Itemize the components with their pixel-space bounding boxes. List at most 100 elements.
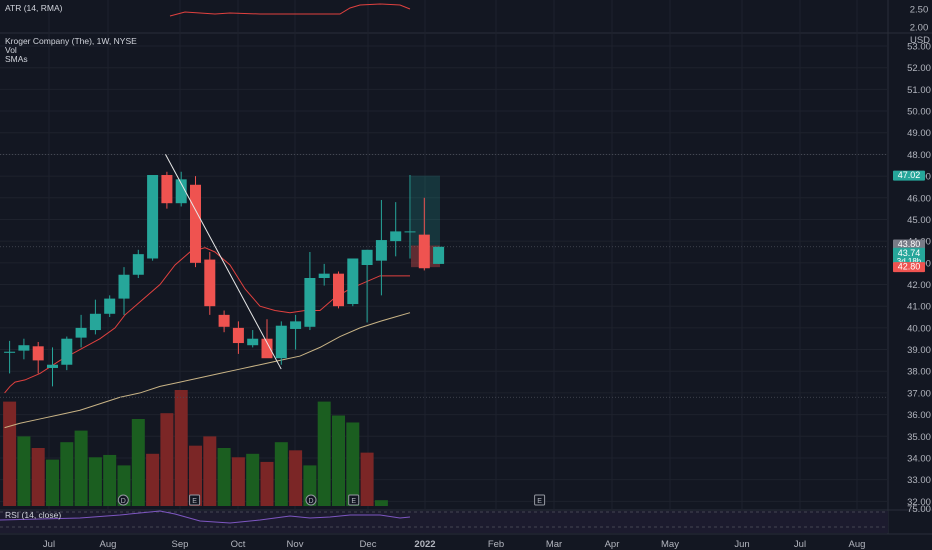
candle-body xyxy=(404,231,416,233)
price-tick-label: 53.00 xyxy=(907,42,931,53)
sma-slow-line xyxy=(4,312,411,429)
volume-bar xyxy=(260,461,274,506)
atr-tick-label: 2.50 xyxy=(910,5,929,16)
position-target-zone xyxy=(411,175,440,246)
bar-countdown: 3d 18h xyxy=(897,257,921,266)
candle-body xyxy=(161,175,173,204)
time-axis[interactable]: Jul Aug Sep Oct Nov Dec 2022 Feb Mar Apr May Jun Jul… xyxy=(43,539,866,550)
candle-body xyxy=(75,327,87,338)
time-tick-label: Jun xyxy=(734,539,749,550)
rsi-line xyxy=(0,510,411,524)
candle-body xyxy=(132,254,144,275)
candle-body xyxy=(275,325,287,359)
volume-bar xyxy=(231,457,245,506)
candle-body xyxy=(190,184,201,263)
price-tick-label: 33.00 xyxy=(907,475,931,486)
candle-body xyxy=(4,351,16,353)
atr-tick-label: 2.00 xyxy=(910,23,929,34)
volume-bar xyxy=(146,453,160,506)
atr-legend[interactable]: ATR (14, RMA) xyxy=(5,3,63,13)
entry-price-label: 43.80 xyxy=(898,239,921,249)
candle-body xyxy=(333,273,344,307)
candles[interactable] xyxy=(4,171,445,387)
vol-legend[interactable]: Vol xyxy=(5,45,17,55)
event-marker-label: D xyxy=(308,498,313,505)
volume-bar xyxy=(131,419,145,506)
volume-bar xyxy=(317,401,331,506)
trend-line xyxy=(165,154,282,370)
price-tick-label: 32.00 xyxy=(907,497,931,508)
event-marker-label: E xyxy=(537,498,542,505)
price-tick-label: 37.00 xyxy=(907,388,931,399)
candle-body xyxy=(147,175,159,259)
position-tool[interactable] xyxy=(411,175,440,268)
time-tick-label: Sep xyxy=(172,539,189,550)
volume-bar xyxy=(189,445,202,506)
candle-body xyxy=(232,327,244,344)
price-tick-label: 34.00 xyxy=(907,453,931,464)
target-price-label-bg xyxy=(893,170,925,181)
price-tick-label: 38.00 xyxy=(907,367,931,378)
candle-body xyxy=(390,231,402,242)
volume-bar xyxy=(31,448,45,506)
candle-body xyxy=(261,338,273,359)
candle-body xyxy=(18,345,30,351)
volume-bar xyxy=(332,415,345,506)
price-tick-label: 50.00 xyxy=(907,107,931,118)
rsi-pane xyxy=(0,510,888,533)
time-tick-label: Jul xyxy=(794,539,806,550)
rsi-band xyxy=(0,511,888,533)
candle-body xyxy=(204,259,216,307)
time-tick-label: Aug xyxy=(100,539,117,550)
time-tick-label: Oct xyxy=(231,539,246,550)
rsi-tick-label: 75.00 xyxy=(907,504,931,515)
rsi-legend[interactable]: RSI (14, close) xyxy=(5,510,62,520)
symbol-title[interactable]: Kroger Company (The), 1W, NYSE xyxy=(5,36,137,46)
volume-bar xyxy=(60,442,74,506)
volume-bar xyxy=(360,452,374,506)
time-tick-label: Feb xyxy=(488,539,504,550)
earnings-marker xyxy=(348,494,360,506)
price-tick-label: 51.00 xyxy=(907,85,931,96)
time-tick-label: Aug xyxy=(849,539,866,550)
candle-body xyxy=(347,258,359,305)
volume-bar xyxy=(246,453,260,506)
candle-body xyxy=(218,314,230,327)
time-tick-label: Apr xyxy=(605,539,620,550)
candle-body xyxy=(318,273,330,279)
smas-legend[interactable]: SMAs xyxy=(5,54,28,64)
price-tick-label: 52.00 xyxy=(907,63,931,74)
volume-bar xyxy=(74,430,88,506)
candle-body xyxy=(375,240,387,261)
last-price-label-bg xyxy=(893,247,925,266)
time-tick-label: May xyxy=(661,539,679,550)
candle-body xyxy=(361,249,373,265)
candle-body xyxy=(304,278,316,327)
volume-bar xyxy=(3,401,17,506)
atr-pane xyxy=(169,3,411,17)
volume-bar xyxy=(274,442,288,506)
volume-bars xyxy=(3,390,388,506)
event-marker-label: E xyxy=(192,498,197,505)
currency-label: USD xyxy=(910,35,930,46)
stop-price-label-bg xyxy=(893,262,925,273)
time-tick-label: Nov xyxy=(287,539,304,550)
volume-bar xyxy=(88,457,102,506)
volume-bar xyxy=(17,436,31,506)
price-tick-label: 48.00 xyxy=(907,150,931,161)
target-price-label: 47.02 xyxy=(898,170,921,180)
drawings[interactable] xyxy=(165,154,282,370)
grid-lines xyxy=(0,0,932,535)
volume-bar xyxy=(203,436,217,506)
candle-body xyxy=(118,274,130,299)
time-tick-label: Jul xyxy=(43,539,55,550)
stop-price-label: 42.80 xyxy=(898,262,921,272)
volume-bar xyxy=(217,448,231,506)
time-tick-label: Mar xyxy=(546,539,562,550)
candle-body xyxy=(418,234,430,269)
time-tick-label: 2022 xyxy=(414,539,435,550)
price-tick-label: 45.00 xyxy=(907,215,931,226)
price-tick-label: 39.00 xyxy=(907,345,931,356)
